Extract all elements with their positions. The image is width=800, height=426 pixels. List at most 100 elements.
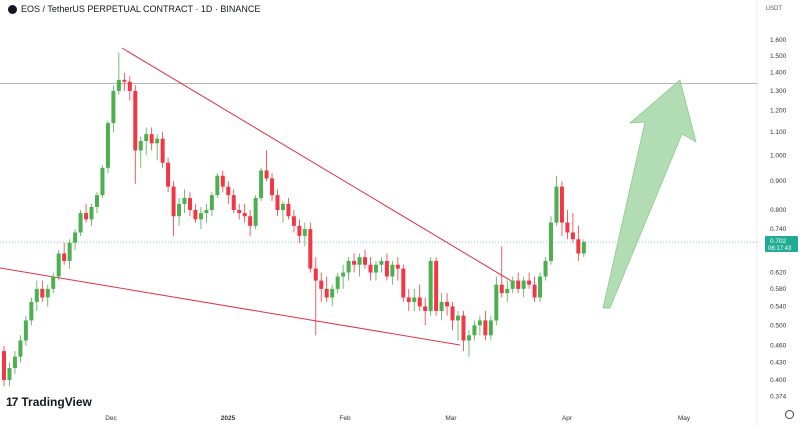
candle-body bbox=[510, 280, 515, 289]
candle-body bbox=[543, 260, 548, 277]
candle-body bbox=[516, 280, 521, 289]
candle-body bbox=[357, 257, 362, 265]
candle-body bbox=[373, 264, 378, 273]
countdown-label: 06:17:43 bbox=[768, 246, 792, 252]
candle-body bbox=[160, 138, 165, 163]
y-tick-label: 0.374 bbox=[770, 393, 787, 400]
candle-body bbox=[248, 216, 253, 226]
candle-body bbox=[472, 325, 477, 336]
candle-body bbox=[45, 288, 50, 298]
candle-body bbox=[73, 232, 78, 243]
candle-body bbox=[40, 288, 45, 298]
y-tick-label: 0.460 bbox=[770, 343, 787, 350]
candle-body bbox=[89, 206, 94, 220]
candle-body bbox=[313, 268, 318, 281]
candle-body bbox=[581, 242, 586, 254]
candle-body bbox=[226, 186, 231, 196]
candle-body bbox=[187, 198, 192, 210]
candle-body bbox=[78, 213, 83, 233]
eos-coin-icon bbox=[8, 4, 17, 14]
y-tick-label: 1.500 bbox=[770, 53, 787, 60]
candle-body bbox=[576, 239, 581, 254]
candle-body bbox=[297, 225, 302, 236]
candle-body bbox=[412, 297, 417, 302]
candle-body bbox=[198, 213, 203, 220]
candle-body bbox=[445, 301, 450, 307]
tradingview-watermark[interactable]: 17 TradingView bbox=[6, 395, 92, 409]
candle-body bbox=[100, 167, 105, 196]
candle-body bbox=[155, 138, 160, 144]
candle-body bbox=[2, 351, 6, 380]
y-tick-label: 1.300 bbox=[770, 88, 787, 95]
candle-body bbox=[406, 297, 411, 302]
candle-body bbox=[521, 280, 526, 289]
y-tick-label: 0.620 bbox=[770, 270, 787, 277]
current-price-label: 0.702 bbox=[770, 238, 787, 245]
candle-body bbox=[390, 264, 395, 277]
candle-body bbox=[286, 203, 291, 217]
y-tick-label: 0.400 bbox=[770, 377, 787, 384]
candle-body bbox=[259, 170, 264, 199]
upper-trendline bbox=[121, 47, 514, 283]
candle-body bbox=[280, 203, 285, 210]
candle-body bbox=[270, 178, 275, 196]
bullish-arrow bbox=[602, 79, 697, 309]
settings-gear-icon[interactable] bbox=[785, 410, 794, 419]
x-tick-label: Mar bbox=[445, 415, 457, 422]
y-tick-label: 1.400 bbox=[770, 70, 787, 77]
candle-body bbox=[275, 195, 280, 210]
candle-body bbox=[346, 260, 351, 273]
candle-body bbox=[29, 301, 34, 321]
y-tick-label: 0.800 bbox=[770, 207, 787, 214]
y-tick-label: 1.100 bbox=[770, 129, 787, 136]
candle-body bbox=[111, 90, 116, 124]
candle-body bbox=[466, 335, 471, 341]
y-tick-label: 0.740 bbox=[770, 226, 787, 233]
candle-body bbox=[177, 203, 182, 217]
x-tick-label: Dec bbox=[105, 415, 117, 422]
candle-body bbox=[549, 222, 553, 261]
candle-body bbox=[18, 340, 23, 357]
price-label-box bbox=[765, 236, 798, 253]
candle-body bbox=[215, 175, 220, 196]
candle-body bbox=[23, 320, 28, 341]
candle-body bbox=[456, 315, 461, 321]
candle-body bbox=[565, 222, 570, 233]
y-tick-label: 0.500 bbox=[770, 322, 787, 329]
candle-body bbox=[538, 276, 543, 298]
candle-body bbox=[264, 170, 269, 179]
candle-body bbox=[434, 260, 439, 311]
candle-body bbox=[144, 134, 149, 141]
candle-body bbox=[461, 315, 466, 341]
candle-body bbox=[505, 288, 510, 294]
candle-body bbox=[554, 186, 559, 223]
lower-trendline bbox=[0, 267, 461, 346]
watermark-text: TradingView bbox=[21, 395, 92, 409]
candle-body bbox=[417, 297, 422, 307]
candle-body bbox=[166, 162, 171, 187]
candle-body bbox=[116, 79, 121, 91]
chart-title: EOS / TetherUS PERPETUAL CONTRACT · 1D ·… bbox=[8, 4, 260, 14]
x-tick-label: 2025 bbox=[221, 415, 236, 422]
candle-body bbox=[12, 356, 17, 369]
candle-body bbox=[527, 280, 532, 285]
candle-body bbox=[308, 229, 313, 269]
candle-body bbox=[133, 90, 138, 151]
candle-body bbox=[204, 210, 209, 214]
currency-label[interactable]: USDT bbox=[765, 6, 782, 12]
y-tick-label: 0.580 bbox=[770, 286, 787, 293]
candle-body bbox=[559, 186, 564, 223]
candle-body bbox=[182, 198, 187, 204]
candle-body bbox=[499, 284, 504, 294]
candle-body bbox=[7, 368, 12, 380]
candle-body bbox=[51, 276, 56, 289]
candle-body bbox=[94, 195, 99, 207]
candle-body bbox=[171, 186, 176, 217]
candle-body bbox=[122, 79, 127, 82]
candle-body bbox=[483, 320, 488, 336]
candle-body bbox=[62, 253, 67, 261]
x-tick-label: May bbox=[678, 415, 691, 422]
candle-body bbox=[423, 306, 428, 311]
x-tick-label: Feb bbox=[339, 415, 351, 422]
